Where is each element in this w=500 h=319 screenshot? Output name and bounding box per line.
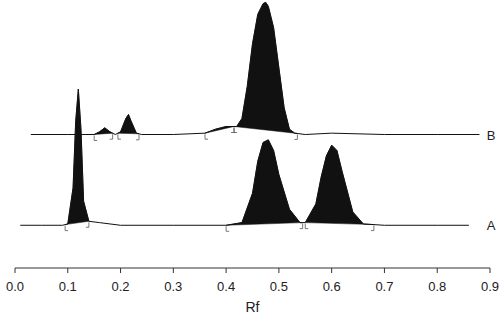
x-tick-label: 0.3 <box>164 279 182 294</box>
x-tick-label: 0.6 <box>323 279 341 294</box>
x-tick <box>67 268 68 273</box>
x-tick <box>120 268 121 273</box>
x-tick-label: 0.7 <box>375 279 393 294</box>
x-axis-label: Rf <box>246 299 260 315</box>
series-label: A <box>487 218 496 233</box>
x-axis <box>15 268 490 269</box>
peak-area <box>226 140 303 225</box>
plot-area <box>20 2 479 231</box>
x-tick <box>331 268 332 273</box>
x-tick-label: 0.8 <box>428 279 446 294</box>
integration-mark <box>300 224 303 229</box>
integration-mark <box>118 134 121 139</box>
integration-mark <box>294 134 297 139</box>
x-tick <box>173 268 174 273</box>
x-tick-label: 0.9 <box>481 279 499 294</box>
x-tick <box>437 268 438 273</box>
trace <box>31 2 480 134</box>
x-tick-label: 0.0 <box>6 279 24 294</box>
integration-mark <box>231 127 234 132</box>
integration-mark <box>305 224 308 229</box>
integration-mark <box>205 134 208 139</box>
series-label: B <box>487 128 496 143</box>
x-tick-label: 0.2 <box>112 279 130 294</box>
peak-area <box>305 145 374 224</box>
peak-area <box>234 2 297 133</box>
x-tick <box>278 268 279 273</box>
integration-mark <box>136 135 139 140</box>
chart: 0.0 0.1 0.2 0.3 0.4 0.5 0.6 0.7 0.8 0.9 Rf A B <box>0 0 500 319</box>
x-tick <box>490 268 491 273</box>
x-tick-label: 0.1 <box>59 279 77 294</box>
x-tick-label: 0.4 <box>217 279 235 294</box>
integration-mark <box>234 127 237 132</box>
peak-area <box>205 126 234 133</box>
x-tick <box>15 268 16 273</box>
x-tick-label: 0.5 <box>270 279 288 294</box>
x-tick <box>384 268 385 273</box>
integration-mark <box>65 226 68 231</box>
integration-mark <box>371 226 374 231</box>
integration-mark <box>226 226 229 231</box>
integration-mark <box>110 134 113 139</box>
integration-mark <box>94 136 97 141</box>
integration-mark <box>86 222 89 227</box>
x-tick <box>226 268 227 273</box>
